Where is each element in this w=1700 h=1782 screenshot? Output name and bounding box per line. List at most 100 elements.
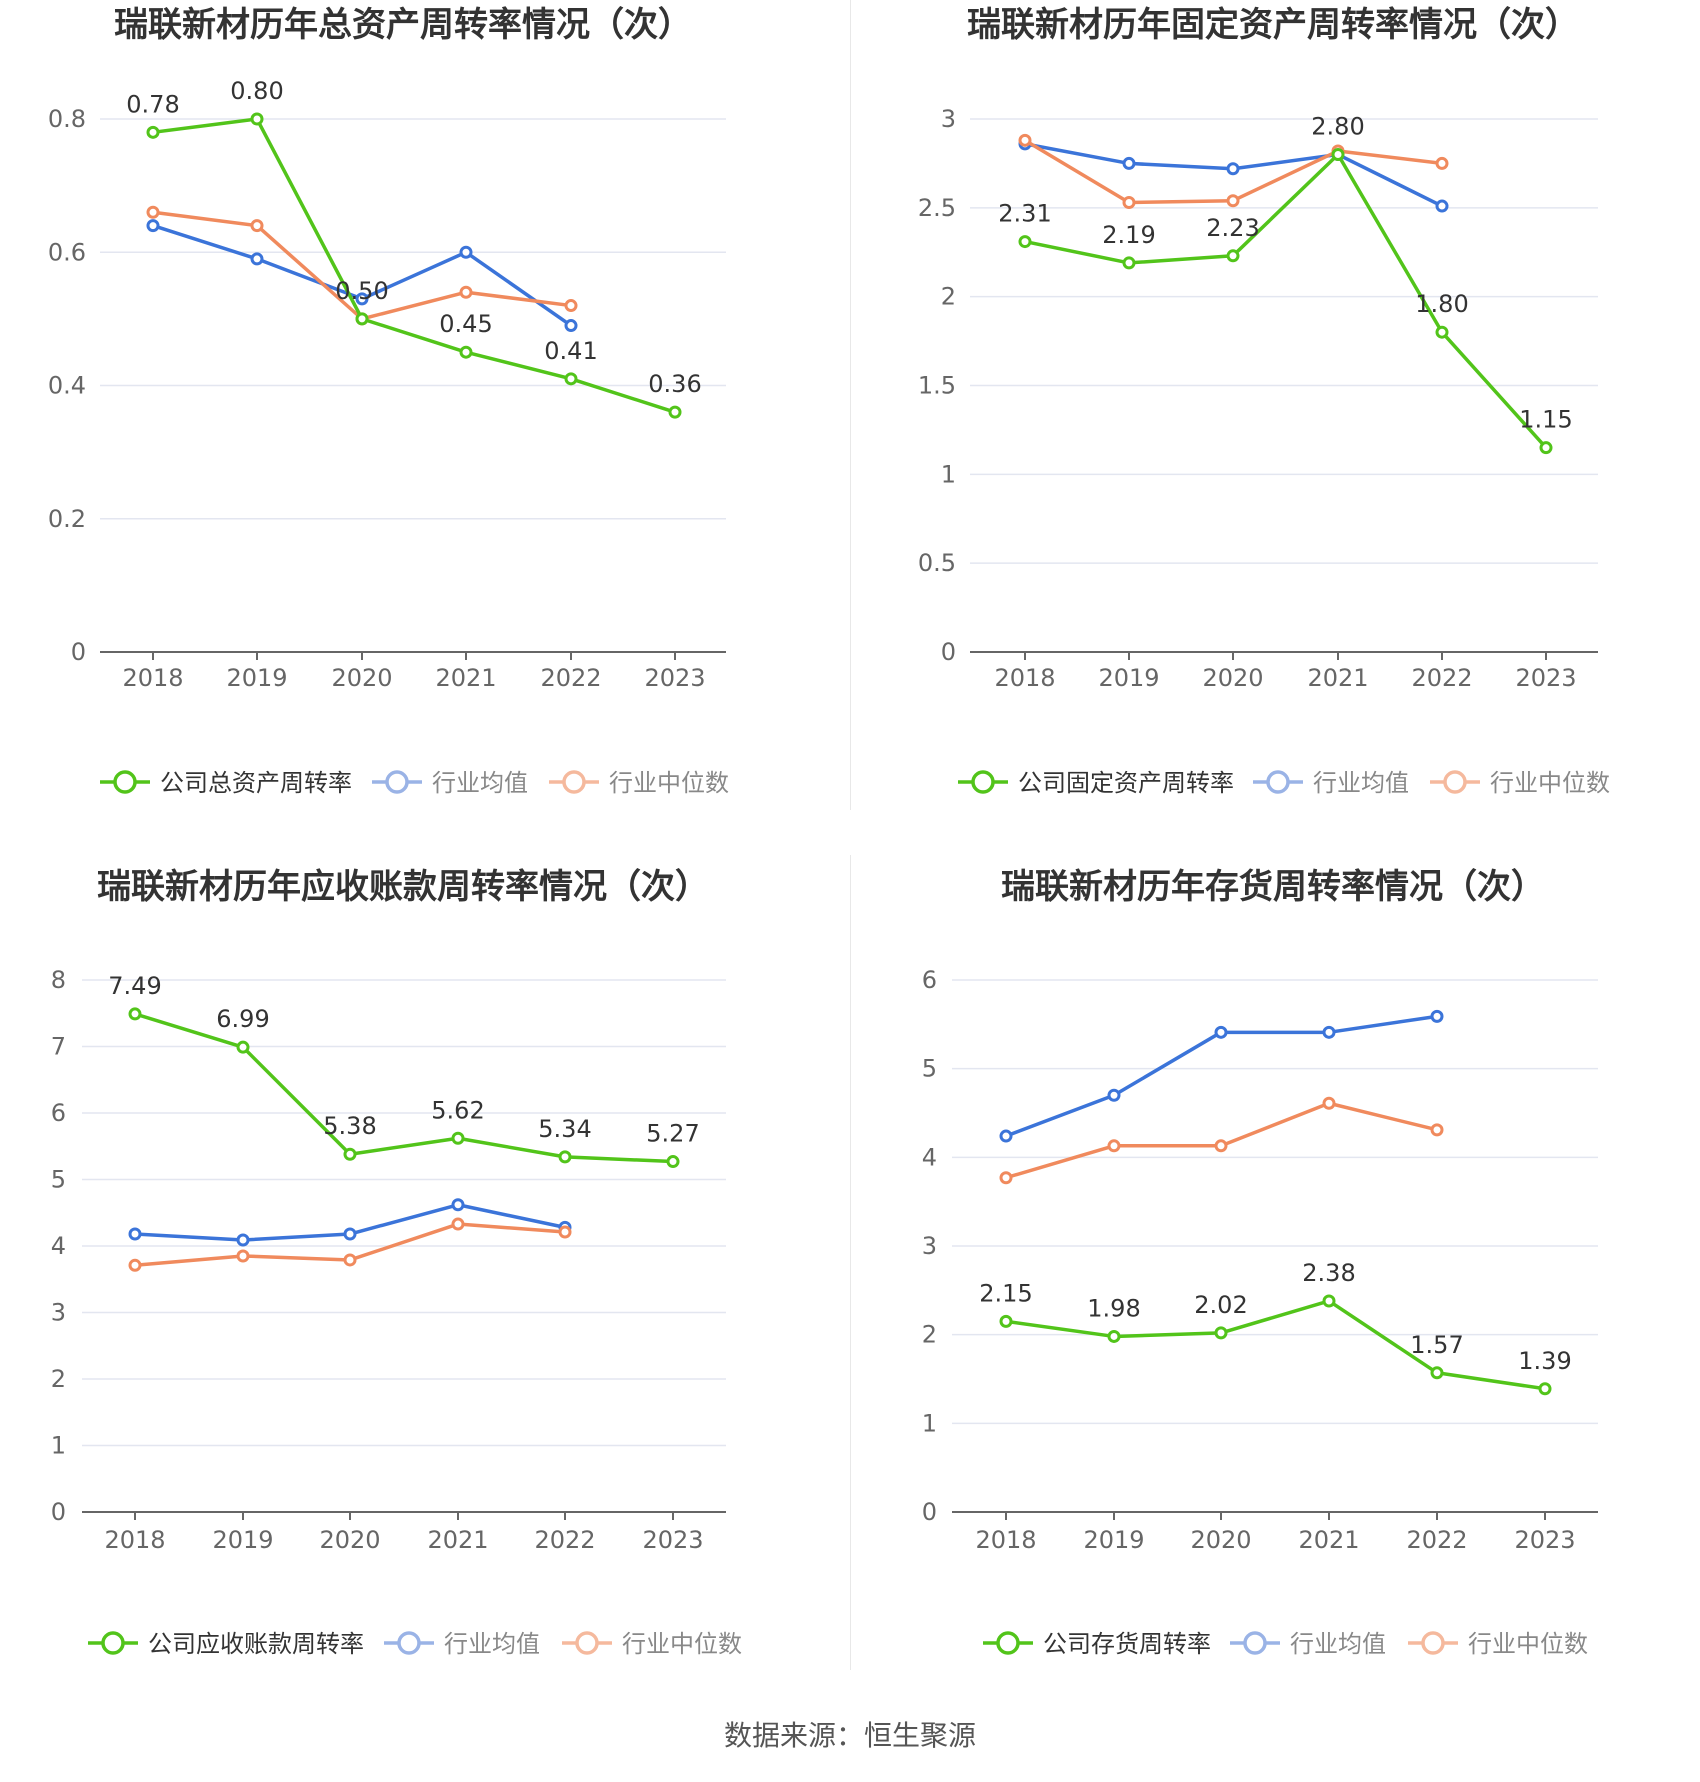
legend-label: 行业中位数: [609, 769, 729, 797]
data-point: [1430, 1366, 1444, 1380]
data-point: [146, 205, 160, 219]
x-tick-label: 2022: [1406, 1526, 1467, 1554]
x-tick-label: 2023: [1514, 1526, 1575, 1554]
vertical-divider-top: [850, 0, 851, 810]
data-point: [343, 1253, 357, 1267]
data-point: [1435, 199, 1449, 213]
legend-marker: [575, 1631, 599, 1655]
y-tick-label: 0.5: [918, 549, 956, 577]
x-tick-label: 2019: [226, 664, 287, 692]
data-label: 0.78: [126, 90, 179, 118]
legend-label: 行业中位数: [1490, 769, 1610, 797]
data-source-note: 数据来源：恒生聚源: [723, 1719, 976, 1752]
y-tick-label: 1: [941, 460, 956, 488]
data-point: [146, 219, 160, 233]
data-point: [564, 299, 578, 313]
data-point: [355, 312, 369, 326]
data-point: [250, 112, 264, 126]
legend-label: 行业中位数: [1468, 1630, 1588, 1658]
data-label: 2.02: [1194, 1291, 1247, 1319]
data-point: [250, 252, 264, 266]
legend-marker: [1443, 770, 1467, 794]
series-line: [134, 1012, 674, 1164]
data-point: [355, 292, 369, 306]
chart-title: 瑞联新材历年应收账款周转率情况（次）: [97, 867, 709, 907]
data-label: 2.38: [1302, 1259, 1355, 1287]
data-point: [1107, 1329, 1121, 1343]
legend-label: 公司固定资产周转率: [1018, 769, 1234, 797]
y-tick-label: 4: [922, 1143, 937, 1171]
data-label: 1.98: [1087, 1294, 1140, 1322]
data-label: 0.41: [544, 337, 597, 365]
series-line: [1005, 1299, 1546, 1391]
data-point: [999, 1129, 1013, 1143]
x-tick-label: 2022: [540, 664, 601, 692]
x-tick-label: 2023: [642, 1526, 703, 1554]
legend-marker: [385, 770, 409, 794]
data-point: [1122, 256, 1136, 270]
data-point: [668, 405, 682, 419]
y-tick-label: 0.6: [48, 238, 86, 266]
legend-marker: [113, 770, 137, 794]
legend-marker: [1421, 1631, 1445, 1655]
legend-label: 行业均值: [1313, 769, 1409, 797]
y-tick-label: 3: [941, 105, 956, 133]
y-tick-label: 0: [51, 1498, 66, 1526]
data-point: [451, 1198, 465, 1212]
y-tick-label: 7: [51, 1033, 66, 1061]
y-tick-label: 0: [941, 638, 956, 666]
x-tick-label: 2018: [994, 664, 1055, 692]
legend-label: 行业均值: [1290, 1630, 1386, 1658]
y-tick-label: 8: [51, 966, 66, 994]
series-line: [1024, 152, 1548, 449]
legend-label: 公司存货周转率: [1043, 1630, 1211, 1658]
data-point: [564, 319, 578, 333]
data-point: [250, 219, 264, 233]
data-point: [558, 1225, 572, 1239]
data-point: [459, 245, 473, 259]
data-point: [999, 1314, 1013, 1328]
legend-label: 公司总资产周转率: [160, 769, 352, 797]
data-label: 6.99: [216, 1005, 269, 1033]
data-point: [1538, 1382, 1552, 1396]
data-point: [1226, 162, 1240, 176]
data-point: [1430, 1123, 1444, 1137]
data-point: [1226, 249, 1240, 263]
chart-4: 瑞联新材历年存货周转率情况（次） 0 1 2 3 4 5 6 2018 2019 2020 2021 2…: [922, 867, 1598, 1658]
data-label: 2.15: [979, 1279, 1032, 1307]
y-tick-label: 6: [922, 966, 937, 994]
data-point: [451, 1217, 465, 1231]
data-point: [1322, 1096, 1336, 1110]
x-tick-label: 2022: [534, 1526, 595, 1554]
data-label: 2.19: [1102, 221, 1155, 249]
series-line: [152, 117, 676, 414]
y-tick-label: 1.5: [918, 372, 956, 400]
data-point: [1322, 1294, 1336, 1308]
y-tick-label: 6: [51, 1099, 66, 1127]
y-tick-label: 2.5: [918, 194, 956, 222]
chart-title: 瑞联新材历年固定资产周转率情况（次）: [967, 5, 1579, 45]
x-tick-label: 2020: [331, 664, 392, 692]
x-tick-label: 2021: [427, 1526, 488, 1554]
data-label: 2.80: [1311, 113, 1364, 141]
legend-marker: [562, 770, 586, 794]
data-point: [558, 1150, 572, 1164]
x-tick-label: 2018: [122, 664, 183, 692]
data-point: [1107, 1139, 1121, 1153]
legend-marker: [397, 1631, 421, 1655]
legend-marker: [971, 770, 995, 794]
data-point: [1226, 194, 1240, 208]
data-point: [1018, 235, 1032, 249]
data-label: 7.49: [108, 972, 161, 1000]
data-label: 2.23: [1206, 214, 1259, 242]
data-point: [128, 1007, 142, 1021]
data-label: 1.80: [1415, 290, 1468, 318]
legend-label: 公司应收账款周转率: [148, 1630, 364, 1658]
legend-marker: [1243, 1631, 1267, 1655]
data-point: [1322, 1025, 1336, 1039]
x-tick-label: 2018: [104, 1526, 165, 1554]
data-label: 2.31: [998, 200, 1051, 228]
data-point: [459, 345, 473, 359]
chart-3: 瑞联新材历年应收账款周转率情况（次） 0 1 2 3 4 5 6 7 8 2018 2019 2020 2…: [51, 867, 742, 1658]
